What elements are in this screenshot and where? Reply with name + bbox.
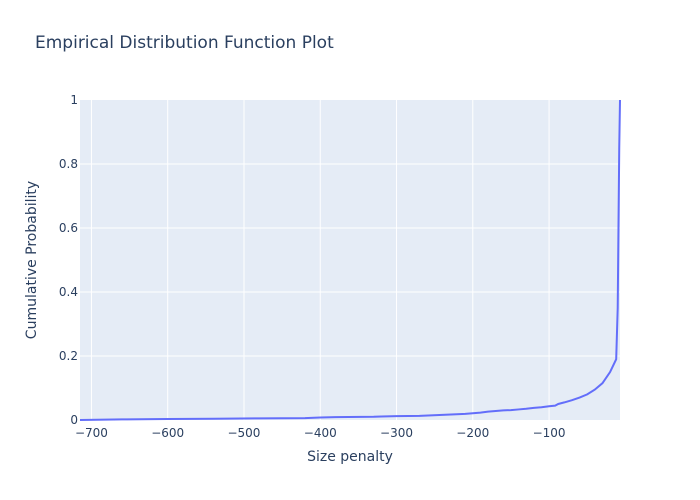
- y-tick-label: 1: [70, 93, 78, 107]
- x-tick-label: −600: [151, 426, 184, 440]
- x-tick-label: −100: [533, 426, 566, 440]
- y-tick-label: 0.8: [59, 157, 78, 171]
- y-tick-labels: 0 0.2 0.4 0.6 0.8 1: [59, 93, 78, 427]
- y-tick-label: 0.4: [59, 285, 78, 299]
- series-line-ecdf: [79, 99, 621, 421]
- x-tick-label: −400: [304, 426, 337, 440]
- x-axis-label: Size penalty: [307, 449, 393, 465]
- y-tick-label: 0.2: [59, 349, 78, 363]
- chart-title: Empirical Distribution Function Plot: [35, 33, 334, 53]
- y-tick-label: 0: [70, 413, 78, 427]
- y-tick-label: 0.6: [59, 221, 78, 235]
- x-tick-label: −200: [456, 426, 489, 440]
- y-axis-label: Cumulative Probability: [24, 181, 40, 339]
- x-tick-labels: −700 −600 −500 −400 −300 −200 −100: [75, 426, 566, 440]
- x-tick-label: −700: [75, 426, 108, 440]
- grid-lines: [80, 100, 620, 420]
- x-tick-label: −500: [227, 426, 260, 440]
- plot-background: [80, 100, 620, 420]
- x-tick-label: −300: [380, 426, 413, 440]
